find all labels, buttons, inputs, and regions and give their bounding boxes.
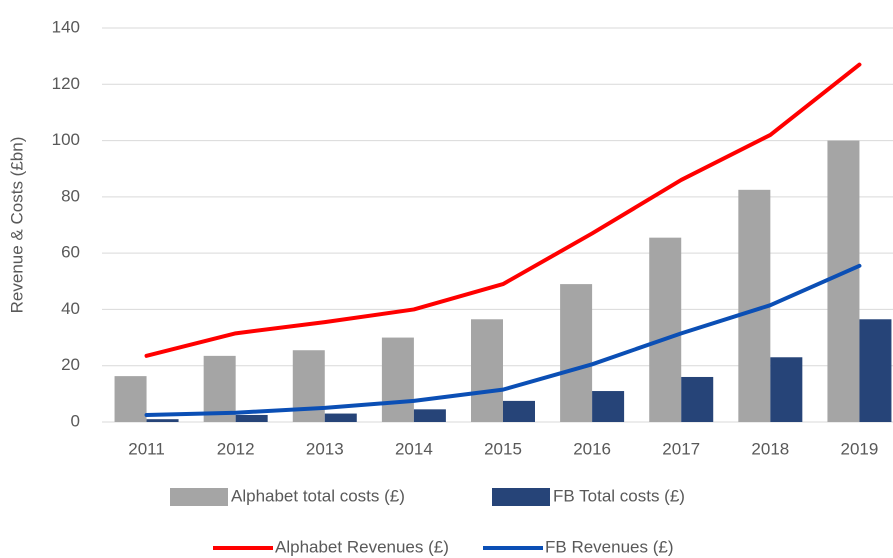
x-tick-label: 2018 (751, 439, 789, 458)
x-tick-label: 2017 (662, 439, 700, 458)
y-axis-label: Revenue & Costs (£bn) (7, 137, 26, 314)
y-tick-label: 60 (61, 243, 80, 262)
y-tick-label: 0 (71, 411, 80, 430)
legend-label: FB Revenues (£) (545, 537, 674, 556)
bar (114, 376, 147, 422)
bar (560, 284, 593, 422)
bar (770, 357, 803, 422)
x-tick-label: 2014 (395, 439, 433, 458)
bar (649, 237, 682, 422)
legend-label: Alphabet Revenues (£) (275, 537, 449, 556)
bar (146, 419, 179, 422)
x-tick-label: 2019 (841, 439, 879, 458)
bar (471, 319, 503, 422)
legend-swatch (170, 488, 228, 506)
legend-label: FB Total costs (£) (553, 486, 685, 505)
bar (381, 337, 414, 422)
bar (681, 376, 714, 422)
line (144, 62, 862, 358)
y-tick-label: 80 (61, 186, 80, 205)
bar (592, 391, 625, 422)
y-tick-label: 120 (52, 74, 80, 93)
x-tick-label: 2013 (306, 439, 344, 458)
x-tick-label: 2015 (484, 439, 522, 458)
y-tick-label: 20 (61, 355, 80, 374)
bar (827, 140, 860, 423)
bar (503, 400, 535, 422)
x-tick-label: 2011 (128, 439, 165, 458)
y-tick-label: 100 (52, 130, 80, 149)
legend-swatch (492, 488, 550, 506)
legend-label: Alphabet total costs (£) (231, 486, 405, 505)
x-tick-label: 2016 (573, 439, 611, 458)
bar (235, 414, 268, 422)
y-tick-label: 40 (61, 299, 80, 318)
x-tick-label: 2012 (217, 439, 255, 458)
bar (413, 409, 446, 422)
line (144, 263, 862, 417)
y-tick-label: 140 (52, 17, 80, 36)
bar (859, 319, 892, 422)
bar (324, 413, 357, 422)
